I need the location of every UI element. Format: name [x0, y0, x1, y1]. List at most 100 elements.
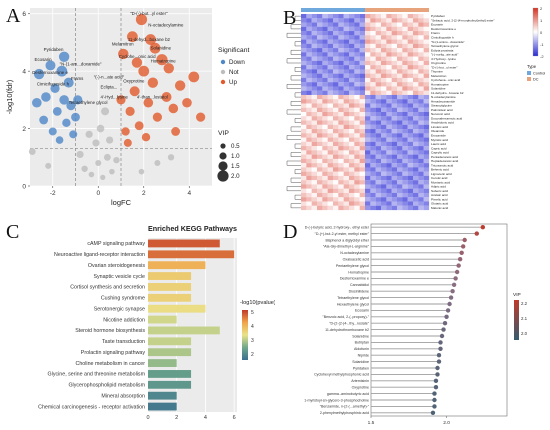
heatmap-cell — [354, 192, 360, 198]
legend-label: 0.5 — [231, 143, 240, 150]
heatmap-cell — [338, 86, 344, 91]
heatmap-cell — [301, 86, 307, 91]
heatmap-cell — [359, 180, 366, 185]
heatmap-cell — [338, 167, 344, 172]
heatmap-cell — [301, 73, 307, 79]
heatmap-cell — [349, 99, 355, 104]
heatmap-cell — [365, 103, 371, 108]
heatmap-cell — [317, 43, 323, 49]
heatmap-cell — [413, 175, 419, 181]
heatmap-cell — [418, 107, 424, 113]
heatmap-cell — [322, 141, 328, 147]
heatmap-cell — [349, 167, 355, 172]
heatmap-cell — [386, 120, 392, 125]
heatmap-cell — [402, 175, 408, 181]
heatmap-cell — [306, 133, 312, 138]
point-annotation: Melamitron — [112, 41, 134, 46]
heatmap-cell — [386, 14, 392, 19]
heatmap-cell — [391, 14, 398, 19]
heatmap-cell — [322, 167, 328, 172]
column-group-bar — [365, 8, 429, 12]
heatmap-cell — [359, 94, 366, 100]
heatmap-cell — [365, 116, 371, 121]
heatmap-cell — [306, 141, 312, 147]
heatmap-cell — [397, 39, 403, 44]
heatmap-cell — [413, 158, 419, 164]
heatmap-cell — [402, 99, 408, 104]
heatmap-cell — [418, 73, 424, 79]
heatmap-cell — [418, 52, 424, 57]
heatmap-cell — [301, 99, 307, 104]
heatmap-cell — [327, 163, 334, 168]
heatmap-cell — [327, 26, 334, 32]
heatmap-cell — [327, 158, 334, 164]
heatmap-cell — [365, 112, 371, 117]
heatmap-row-label: Arachidonic acid — [431, 121, 454, 125]
heatmap-row-label: Desferrioxamine e — [431, 27, 456, 31]
heatmap-cell — [370, 141, 376, 147]
metabolite-label: 2-phenylmethylphosphinic acid — [320, 411, 369, 415]
heatmap-cell — [311, 65, 318, 70]
heatmap-cell — [402, 18, 408, 23]
heatmap-cell — [301, 103, 307, 108]
heatmap-cell — [391, 120, 398, 125]
heatmap-row-label: Tetraethylene glycol — [431, 44, 459, 48]
heatmap-cell — [343, 103, 350, 108]
heatmap-cell — [322, 120, 328, 125]
type-legend-title: Type — [527, 64, 537, 69]
heatmap-cell — [370, 154, 376, 159]
heatmap-cell — [301, 77, 307, 83]
heatmap-cell — [349, 60, 355, 66]
heatmap-cell — [301, 124, 307, 130]
heatmap-cell — [407, 167, 414, 172]
heatmap-cell — [338, 65, 344, 70]
heatmap-cell — [322, 112, 328, 117]
lollipop-point — [450, 289, 455, 294]
heatmap-cell — [418, 103, 424, 108]
data-point — [135, 13, 148, 26]
heatmap-cell — [407, 171, 414, 177]
metabolite-label: D-(-)-butyric acid, 2-hydroxy-, ethyl es… — [305, 226, 370, 230]
lollipop-point — [447, 301, 452, 307]
lollipop-point — [448, 295, 454, 300]
heatmap-cell — [370, 90, 376, 96]
heatmap-cell — [349, 146, 355, 151]
type-legend-swatch — [527, 71, 531, 75]
dendrogram-branch — [286, 32, 301, 38]
heatmap-cell — [327, 56, 334, 61]
heatmap-cell — [391, 18, 398, 23]
heatmap-cell — [423, 124, 430, 130]
heatmap-cell — [402, 158, 408, 164]
data-point — [58, 51, 70, 63]
heatmap-cell — [407, 56, 414, 61]
heatmap-cell — [397, 175, 403, 181]
heatmap-cell — [317, 94, 323, 100]
heatmap-cell — [370, 73, 376, 79]
heatmap-cell — [386, 26, 392, 32]
data-point — [182, 97, 192, 108]
heatmap-cell — [317, 86, 323, 91]
lollipop-point — [432, 391, 437, 396]
panel-c-kegg-bar-chart: Enriched KEGG Pathways cAMP signaling pat… — [0, 216, 275, 430]
dendrogram-branch — [290, 203, 301, 209]
heatmap-cell — [338, 103, 344, 108]
heatmap-row-label: Montanic acid — [431, 180, 450, 184]
heatmap-cell — [327, 188, 334, 194]
heatmap-cell — [381, 146, 387, 151]
heatmap-cell — [327, 52, 334, 57]
heatmap-cell — [343, 56, 350, 61]
heatmap-cell — [327, 99, 334, 104]
heatmap-cell — [322, 94, 328, 100]
dendrogram-branch — [294, 118, 301, 123]
heatmap-cell — [306, 163, 312, 168]
heatmap-cell — [322, 60, 328, 66]
heatmap-cell — [333, 99, 339, 104]
heatmap-cell — [338, 94, 344, 100]
heatmap-cell — [397, 167, 403, 172]
heatmap-cell — [306, 205, 312, 211]
heatmap-cell — [386, 77, 392, 83]
heatmap-cell — [354, 39, 360, 44]
heatmap-cell — [381, 192, 387, 198]
heatmap-cell — [418, 116, 424, 121]
data-point — [113, 156, 120, 164]
